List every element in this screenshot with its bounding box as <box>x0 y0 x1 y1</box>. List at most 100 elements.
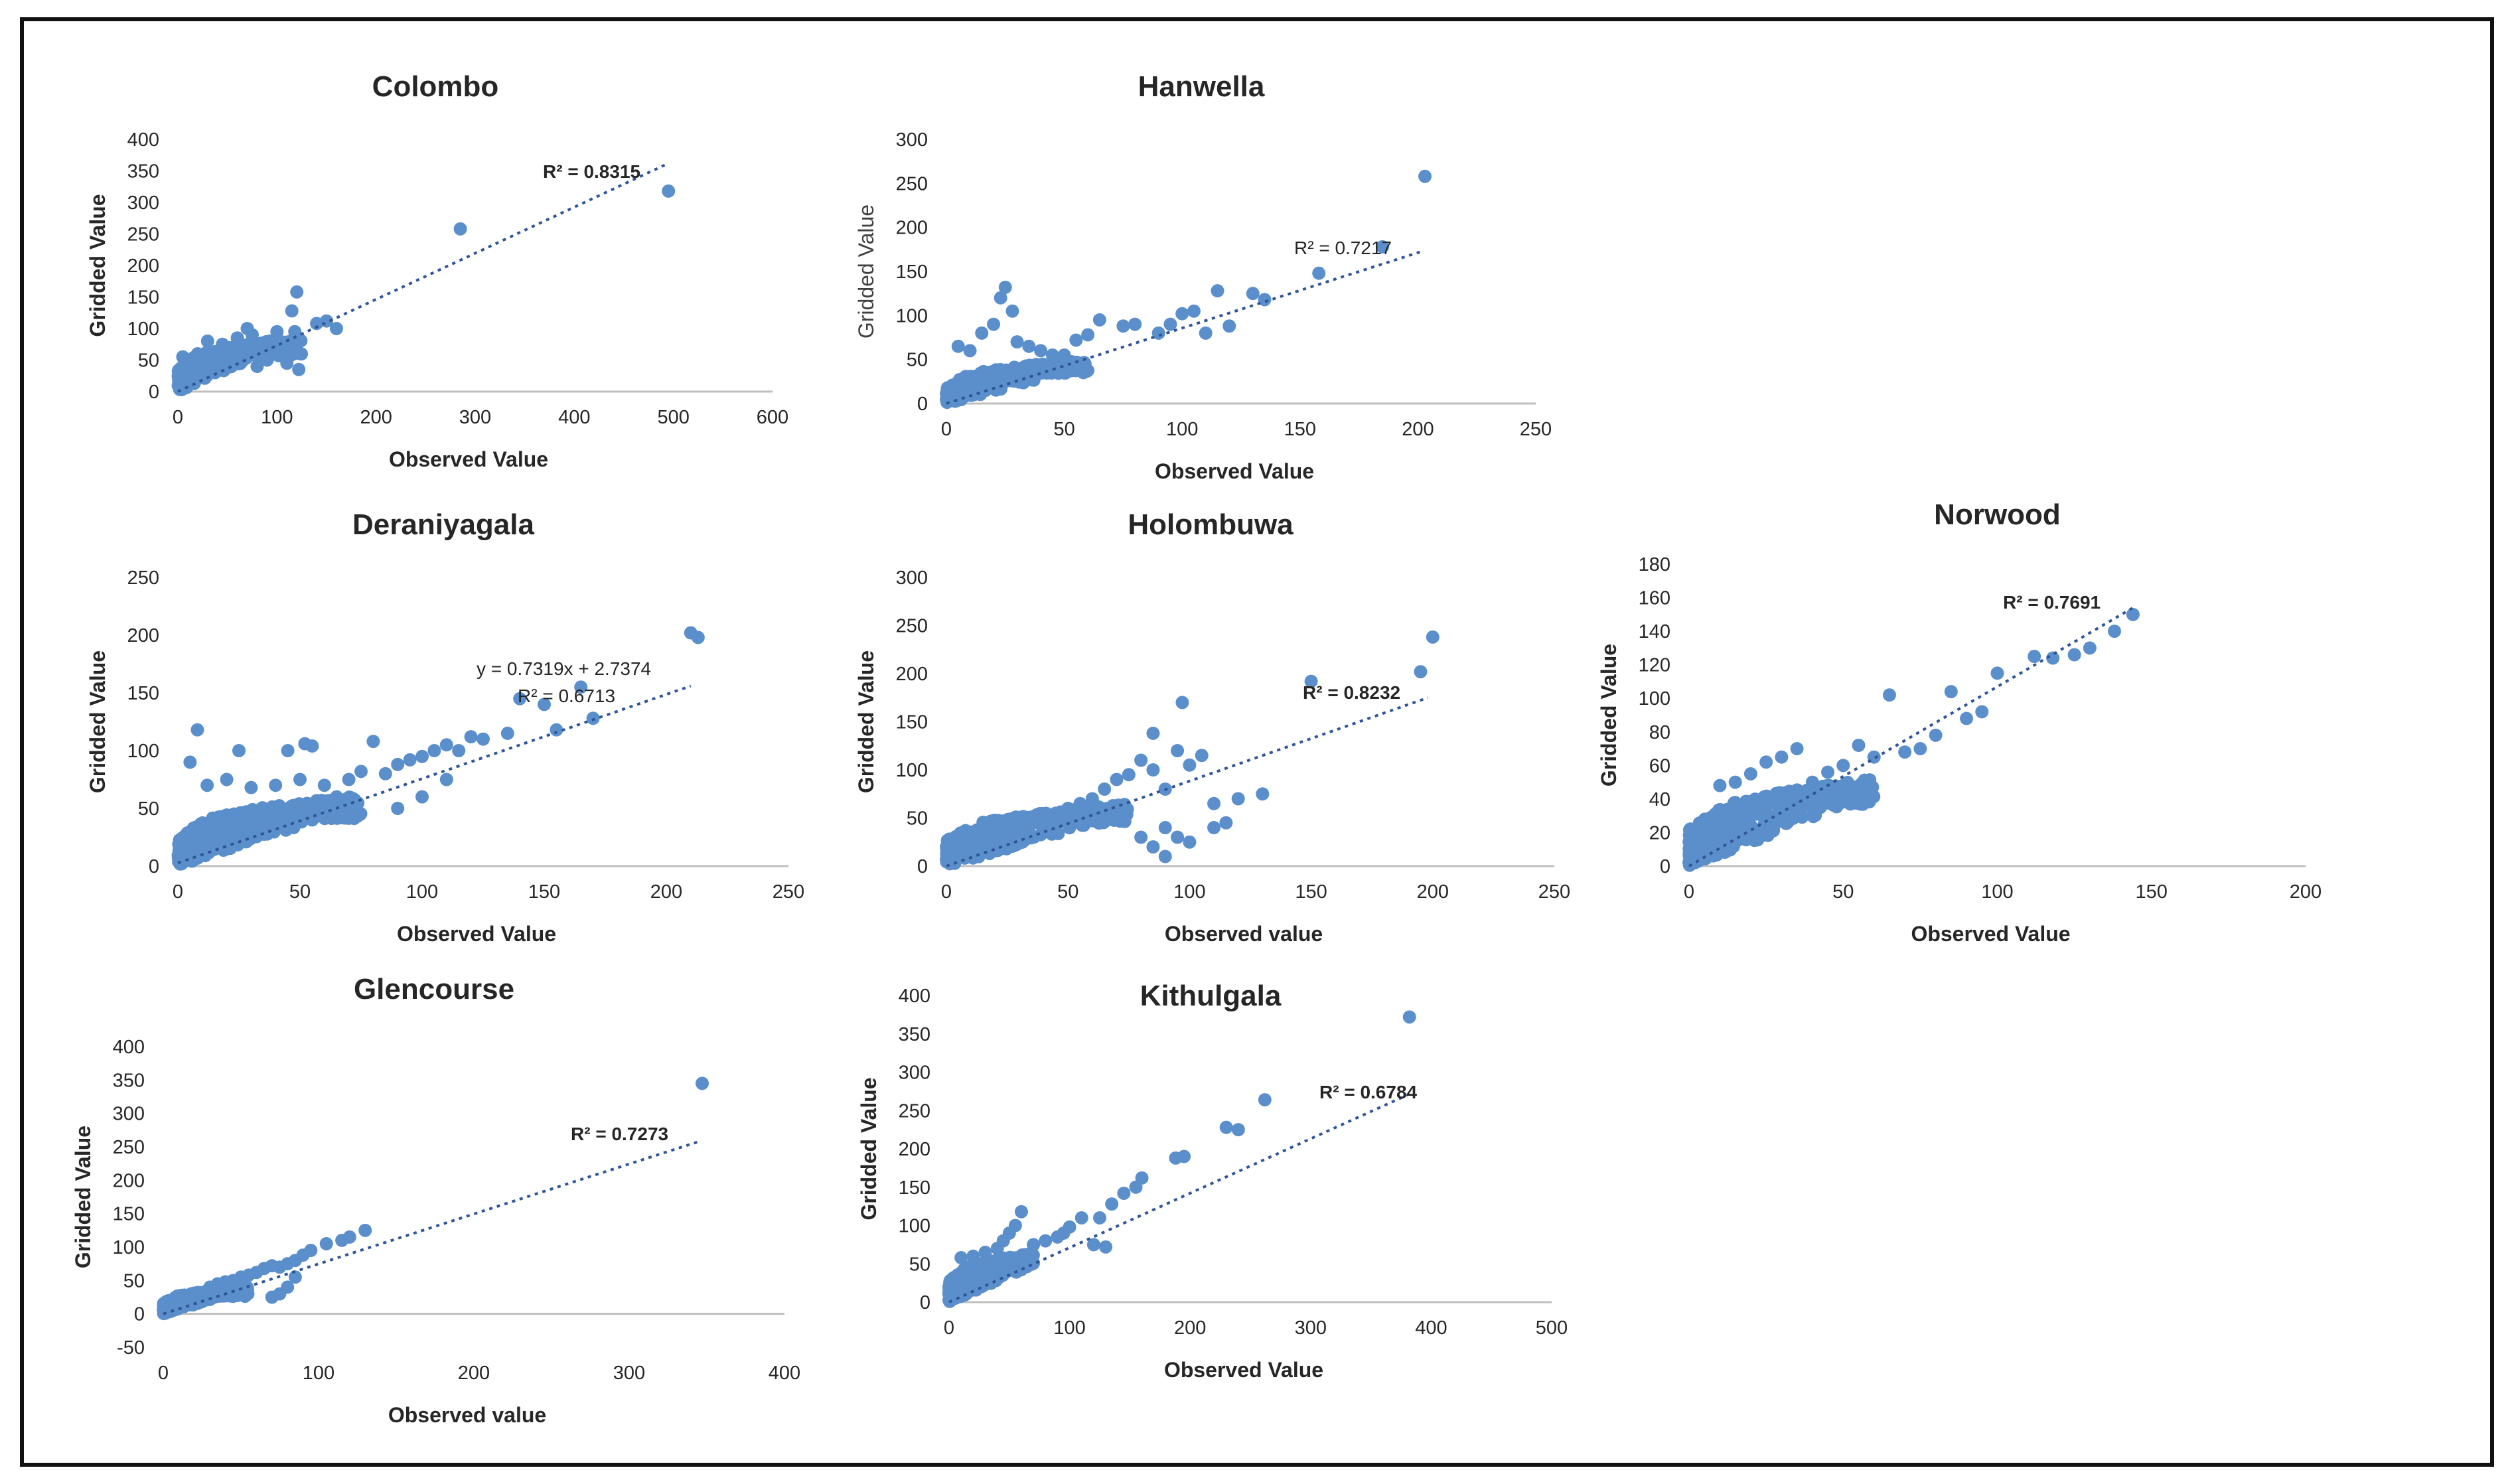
data-point <box>2028 650 2041 664</box>
x-tick-label: 0 <box>941 881 952 903</box>
data-point <box>1012 362 1026 376</box>
data-point <box>1709 823 1723 837</box>
x-tick-label: 300 <box>459 407 491 428</box>
data-point <box>1146 763 1160 777</box>
data-point <box>1929 728 1943 742</box>
data-point <box>1146 840 1160 853</box>
x-tick-label: 50 <box>1057 881 1078 903</box>
data-point <box>1171 830 1185 844</box>
data-point <box>190 852 204 865</box>
chart-title: Colombo <box>372 70 499 103</box>
y-tick-label: 400 <box>127 129 159 151</box>
y-tick-label: 250 <box>113 1137 145 1158</box>
data-point <box>1219 816 1233 830</box>
data-point <box>998 280 1012 294</box>
y-tick-label: 50 <box>907 808 928 830</box>
x-tick-label: 500 <box>657 407 689 428</box>
data-point <box>1098 782 1112 796</box>
data-point <box>1110 800 1124 814</box>
x-tick-label: 0 <box>173 407 183 428</box>
y-tick-label: 50 <box>138 798 159 820</box>
y-tick-label: 100 <box>1639 688 1670 709</box>
x-tick-label: 50 <box>1832 881 1854 903</box>
y-tick-label: 0 <box>149 856 159 877</box>
data-point <box>281 744 295 757</box>
data-point <box>1246 287 1260 301</box>
data-point <box>1110 773 1124 786</box>
chart-hanwella: Hanwella 0 50 100 150 200 250 0 50 100 150 200 250 30… <box>854 70 1552 483</box>
y-tick-label: 0 <box>920 1292 930 1313</box>
x-tick-label: 50 <box>289 881 311 903</box>
y-tick-label: 250 <box>127 224 159 246</box>
x-tick-label: 0 <box>1684 881 1694 903</box>
data-point <box>378 767 392 780</box>
data-point <box>1171 744 1185 757</box>
data-point <box>1051 1230 1065 1244</box>
data-point <box>1855 779 1869 793</box>
data-point <box>1014 1205 1028 1219</box>
data-point <box>1898 745 1912 759</box>
data-point <box>998 365 1011 379</box>
data-point <box>574 680 588 694</box>
data-point <box>298 737 312 751</box>
x-axis-label: Observed Value <box>389 447 548 471</box>
x-tick-label: 500 <box>1536 1317 1568 1339</box>
y-tick-label: 300 <box>127 192 159 214</box>
data-point <box>160 1294 174 1308</box>
data-point <box>1078 357 1092 371</box>
data-point <box>319 1236 333 1250</box>
x-tick-label: 300 <box>613 1363 645 1384</box>
x-axis-label: Observed value <box>388 1403 546 1427</box>
data-point <box>1163 317 1177 331</box>
data-point <box>513 692 527 705</box>
data-point <box>1037 811 1051 825</box>
data-point <box>288 1270 302 1284</box>
y-axis-label: Gridded Value <box>854 204 878 338</box>
data-point <box>968 834 982 848</box>
x-tick-label: 100 <box>1166 419 1198 440</box>
data-point <box>691 631 705 644</box>
data-point <box>988 1256 1002 1270</box>
data-point <box>2083 641 2097 655</box>
data-point <box>1022 339 1036 353</box>
data-point <box>1219 1120 1233 1134</box>
y-tick-label: 150 <box>113 1204 145 1225</box>
data-point <box>330 790 344 804</box>
data-point <box>1134 830 1148 844</box>
r-squared-label: R² = 0.6784 <box>1319 1082 1418 1102</box>
x-tick-label: 200 <box>2290 881 2322 903</box>
data-point <box>1007 374 1021 388</box>
data-point <box>248 817 261 831</box>
data-point <box>391 802 405 815</box>
data-point <box>1207 796 1221 810</box>
r-squared-label: R² = 0.7691 <box>2003 592 2101 613</box>
x-tick-label: 100 <box>1053 1317 1085 1339</box>
x-axis-label: Observed value <box>1165 922 1323 946</box>
data-point <box>1129 1180 1143 1194</box>
data-point <box>1865 790 1879 804</box>
y-tick-label: 150 <box>896 261 928 283</box>
data-point <box>1086 1238 1100 1252</box>
data-point <box>439 738 453 752</box>
data-point <box>285 799 299 813</box>
y-tick-label: 40 <box>1649 789 1670 810</box>
y-tick-label: 300 <box>113 1104 145 1125</box>
x-tick-label: 600 <box>757 407 788 428</box>
x-axis-label: Observed Value <box>397 922 556 946</box>
y-tick-label: 200 <box>113 1170 145 1191</box>
data-point <box>255 337 269 351</box>
data-point <box>1092 816 1106 830</box>
y-tick-label: 150 <box>896 712 928 733</box>
data-point <box>1815 797 1829 811</box>
x-tick-label: 150 <box>1284 419 1316 440</box>
data-point <box>1743 767 1757 780</box>
chart-title: Glencourse <box>354 973 514 1005</box>
y-tick-label: 100 <box>127 319 159 340</box>
data-point <box>246 328 259 342</box>
data-point <box>310 317 324 331</box>
trendline <box>163 1140 700 1315</box>
data-point <box>1258 293 1272 307</box>
data-point <box>415 749 429 763</box>
data-point <box>439 773 453 786</box>
data-point <box>1775 750 1789 764</box>
